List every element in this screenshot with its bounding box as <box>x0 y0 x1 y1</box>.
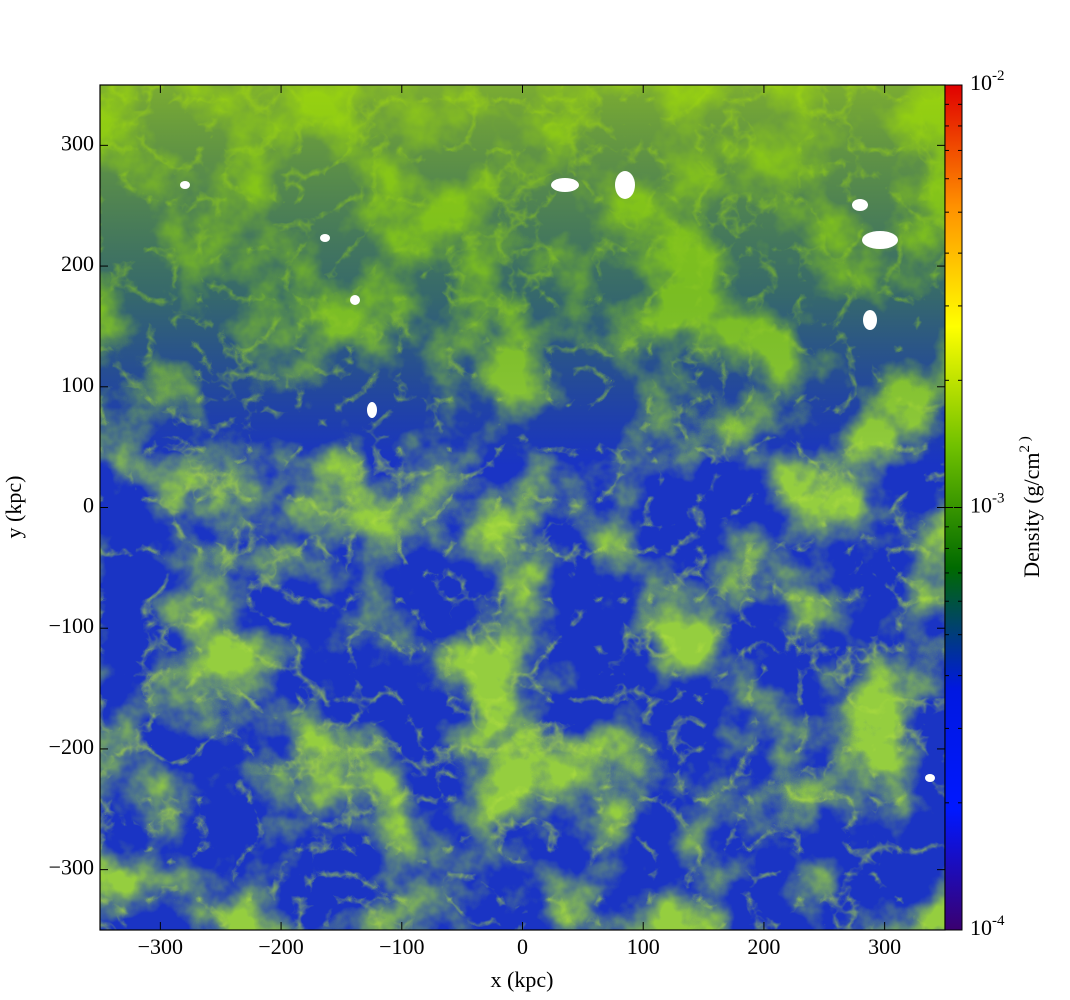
x-tick-label: 100 <box>627 934 660 959</box>
y-tick-label: −300 <box>49 855 94 880</box>
x-tick-label: 200 <box>747 934 780 959</box>
x-tick-label: 0 <box>517 934 528 959</box>
y-tick-label: 0 <box>83 493 94 518</box>
x-axis-label: x (kpc) <box>491 967 554 992</box>
x-tick-label: 300 <box>868 934 901 959</box>
y-tick-label: −200 <box>49 734 94 759</box>
density-image <box>100 85 945 930</box>
image-peaks <box>180 171 935 782</box>
y-tick-label: −100 <box>49 613 94 638</box>
y-tick-label: 200 <box>61 251 94 276</box>
colorbar-tick-label: 10-2 <box>970 68 1005 95</box>
colorbar-tick-label: 10-4 <box>970 913 1005 940</box>
colorbar-tick-label: 10-3 <box>970 491 1005 518</box>
x-tick-label: −200 <box>258 934 303 959</box>
y-axis-label: y (kpc) <box>1 476 26 539</box>
image-glow <box>100 85 945 930</box>
x-tick-label: −300 <box>138 934 183 959</box>
y-tick-label: 100 <box>61 372 94 397</box>
colorbar-label: Density (g/cm2 ) <box>1017 436 1044 578</box>
x-tick-label: −100 <box>379 934 424 959</box>
y-tick-label: 300 <box>61 130 94 155</box>
